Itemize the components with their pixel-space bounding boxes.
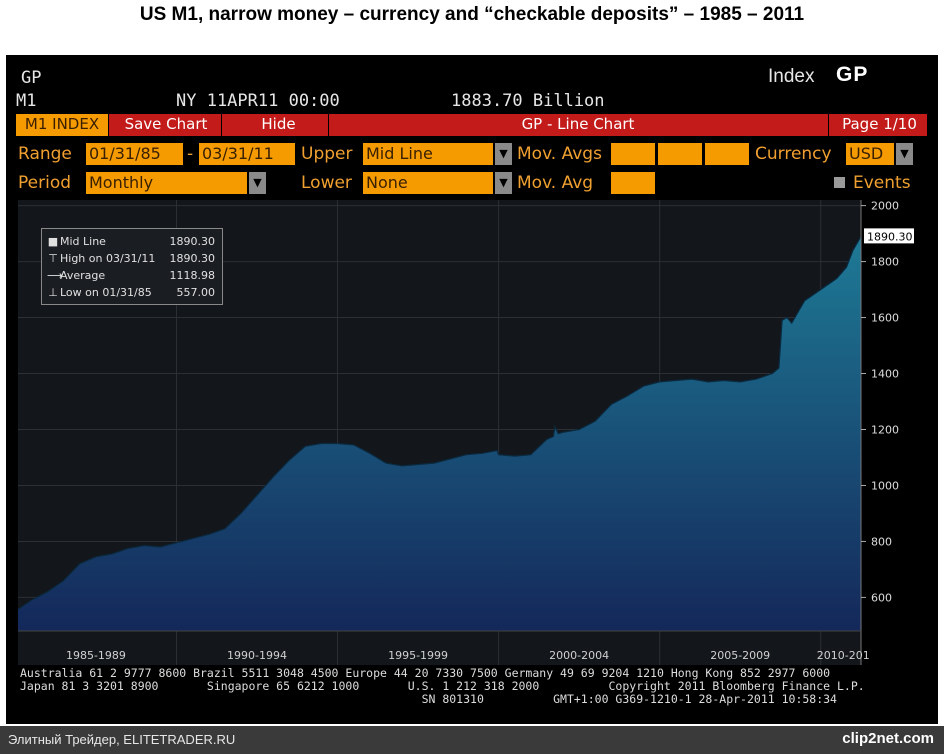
upper-dropdown-arrow-icon[interactable]: ▼: [495, 143, 512, 165]
y-tick-label: 1400: [871, 368, 899, 381]
last-value-marker: 1890.30: [864, 228, 914, 244]
range-start-input[interactable]: 01/31/85: [86, 143, 183, 165]
period-select[interactable]: Monthly: [86, 172, 247, 194]
y-tick-label: 800: [871, 535, 892, 548]
separator: [108, 114, 109, 136]
x-axis: 1985-1989 1990-1994 1995-1999 2000-2004 2005…: [18, 630, 870, 662]
average-marker-icon: ⟶: [47, 269, 63, 282]
x-tick-label: 1985-1989: [66, 649, 126, 662]
mov-avg-lower-input[interactable]: [611, 172, 655, 194]
hide-button[interactable]: Hide: [261, 115, 296, 133]
m1-series-line: [17, 236, 862, 610]
mov-avg-input-1[interactable]: [611, 143, 655, 165]
function-code: GP: [21, 68, 42, 88]
x-tick-label: 2010-201: [817, 649, 870, 662]
chart-legend[interactable]: ■ Mid Line 1890.30 ⊤ High on 03/31/11 18…: [41, 228, 223, 305]
clip2net-logo: clip2net.com: [842, 730, 934, 747]
period-dropdown-arrow-icon[interactable]: ▼: [249, 172, 266, 194]
last-value-label: 1890.30: [867, 230, 913, 243]
legend-label: Mid Line: [60, 235, 106, 248]
mov-avgs-label: Mov. Avgs: [517, 144, 602, 164]
lower-dropdown-arrow-icon[interactable]: ▼: [495, 172, 512, 194]
y-tick-label: 1000: [871, 479, 899, 492]
last-value-box: [864, 228, 914, 244]
source-credit: Элитный Трейдер, ELITETRADER.RU: [8, 732, 236, 747]
x-tick-label: 1990-1994: [227, 649, 287, 662]
white-square-icon: ■: [47, 235, 59, 248]
separator: [828, 114, 829, 136]
low-marker-icon: ⊥: [48, 286, 58, 299]
command-bar: M1 INDEX Save Chart Hide GP - Line Chart…: [16, 114, 927, 136]
lower-study-select[interactable]: None: [363, 172, 493, 194]
range-separator: -: [187, 144, 194, 164]
legend-value: 557.00: [176, 286, 216, 299]
bloomberg-terminal: GP Index GP M1 NY 11APR11 00:00 1883.70 …: [6, 55, 938, 724]
period-label: Period: [18, 173, 72, 193]
index-label: Index: [768, 66, 815, 87]
m1-series-area: [18, 236, 861, 631]
currency-label: Currency: [755, 144, 832, 164]
range-end-input[interactable]: 03/31/11: [199, 143, 295, 165]
last-value: 1883.70 Billion: [451, 91, 605, 111]
legend-row-mid-line: ■ Mid Line 1890.30: [47, 235, 217, 251]
y-tick-label: 1200: [871, 423, 899, 436]
range-label: Range: [18, 144, 72, 164]
ticker-label: M1: [16, 91, 37, 111]
y-tick-label: 2000: [871, 200, 899, 213]
mov-avg-input-2[interactable]: [658, 143, 702, 165]
y-tick-label: 1600: [871, 312, 899, 325]
x-tick-label: 2000-2004: [549, 649, 609, 662]
gp-brand: GP: [836, 63, 869, 86]
save-chart-button[interactable]: Save Chart: [124, 115, 208, 133]
as-of-timestamp: NY 11APR11 00:00: [176, 91, 340, 111]
mov-avg-label: Mov. Avg: [517, 173, 594, 193]
separator: [328, 114, 329, 136]
currency-dropdown-arrow-icon[interactable]: ▼: [896, 143, 913, 165]
y-tick-label: 600: [871, 591, 892, 604]
events-label: Events: [853, 173, 911, 193]
page-title: US M1, narrow money – currency and “chec…: [139, 4, 805, 25]
legend-label: Low on 01/31/85: [60, 286, 152, 299]
page-indicator[interactable]: Page 1/10: [842, 115, 917, 133]
legend-label: Average: [60, 269, 106, 282]
legend-value: 1890.30: [169, 235, 216, 248]
y-tick-label: 1800: [871, 256, 899, 269]
x-tick-label: 1995-1999: [388, 649, 448, 662]
legend-row-low: ⊥ Low on 01/31/85 557.00: [47, 286, 217, 302]
m1-area-chart: 600 800 1000 1200 1400 1600 1800 2000 1985-1989…: [17, 200, 914, 665]
security-index-button[interactable]: M1 INDEX: [16, 114, 108, 136]
events-checkbox[interactable]: [834, 177, 845, 188]
contact-footer-line-1: Australia 61 2 9777 8600 Brazil 5511 304…: [20, 666, 831, 680]
currency-select[interactable]: USD: [846, 143, 894, 165]
lower-label: Lower: [301, 173, 352, 193]
x-tick-label: 2005-2009: [710, 649, 770, 662]
upper-label: Upper: [301, 144, 353, 164]
contact-footer-line-2: Japan 81 3 3201 8900 Singapore 65 6212 1…: [20, 679, 865, 693]
contact-footer-line-3: SN 801310 GMT+1:00 G369-1210-1 28-Apr-20…: [20, 692, 837, 706]
legend-row-average: ⟶ Average 1118.98: [47, 269, 217, 285]
y-axis: 600 800 1000 1200 1400 1600 1800 2000: [860, 200, 899, 665]
high-marker-icon: ⊤: [48, 252, 58, 265]
legend-value: 1118.98: [169, 269, 216, 282]
legend-value: 1890.30: [169, 252, 216, 265]
chart-type-title: GP - Line Chart: [521, 115, 635, 133]
upper-study-select[interactable]: Mid Line: [363, 143, 493, 165]
separator: [221, 114, 222, 136]
mov-avg-input-3[interactable]: [705, 143, 749, 165]
legend-row-high: ⊤ High on 03/31/11 1890.30: [47, 252, 217, 268]
legend-label: High on 03/31/11: [60, 252, 156, 265]
watermark-bar: Элитный Трейдер, ELITETRADER.RU clip2net…: [0, 726, 944, 754]
